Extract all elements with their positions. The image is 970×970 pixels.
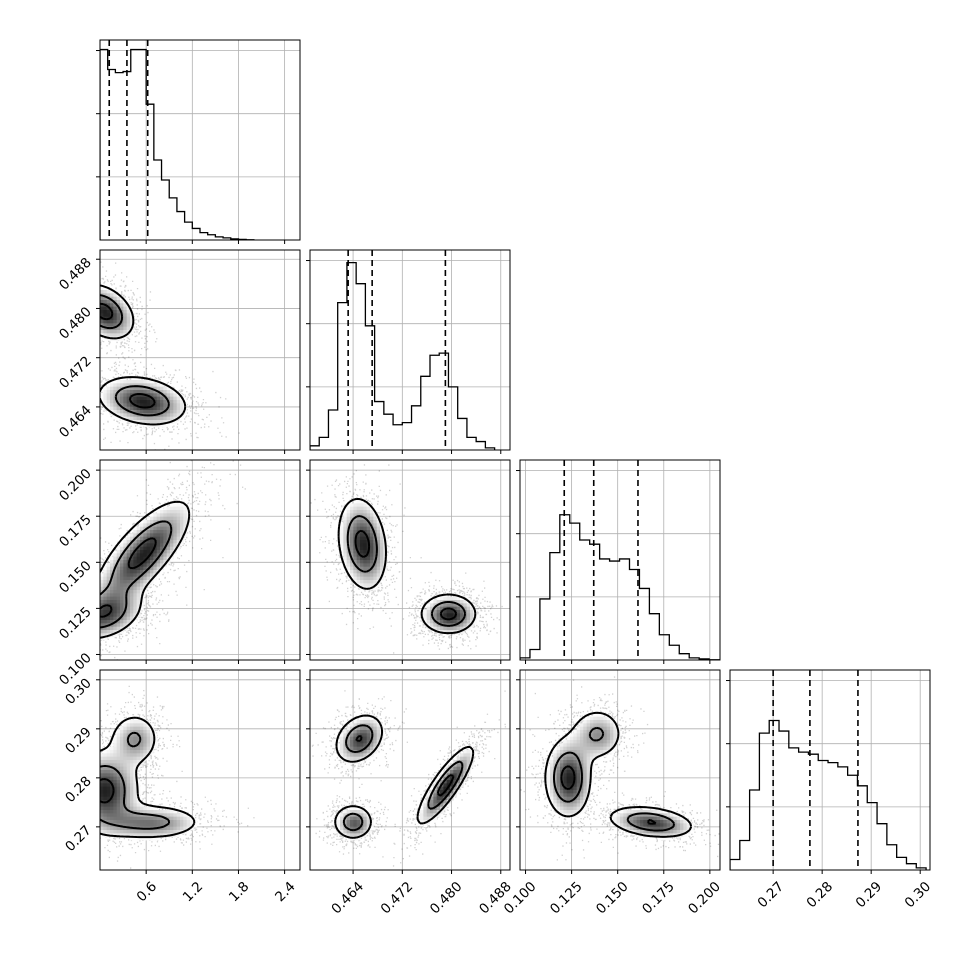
x-tick-label: 1.8 [226,879,253,906]
contour-level-2 [544,711,693,838]
pair-panel-0-2 [99,459,301,661]
contour-level-0 [100,778,115,804]
hist-panel-0 [96,39,301,241]
histogram-step-line [100,48,255,240]
contour-level-2 [100,500,191,639]
x-tick-label: 0.200 [685,879,724,918]
contour-level-2 [334,714,475,839]
pair-panel-1-3 [309,669,511,871]
panel-frame [99,669,301,871]
x-tick-label: 0.125 [547,879,586,918]
x-tick-label: 0.472 [378,879,417,918]
x-tick-label: 1.2 [180,879,207,906]
pair-panel-2-3 [519,669,721,871]
hist-panel-3 [726,669,931,871]
y-tick-label: 0.175 [56,512,95,551]
y-tick-label: 0.27 [62,822,95,855]
contour-level-0 [100,537,157,618]
histogram-step-line [730,719,927,870]
pair-panel-0-1 [99,249,301,451]
x-tick-label: 2.4 [272,879,299,906]
contour-level-1 [100,731,171,830]
contour-level-0 [354,529,458,621]
y-tick-label: 0.472 [56,353,95,392]
hist-panel-2 [516,459,721,661]
x-tick-label: 0.150 [593,879,632,918]
contour-level-1 [346,515,467,627]
contour-level-2 [100,284,187,426]
y-tick-label: 0.29 [62,724,95,757]
density-shading [100,286,188,428]
x-tick-label: 0.29 [853,879,886,912]
y-tick-label: 0.488 [56,255,95,294]
panel-frame [519,669,721,871]
y-tick-label: 0.480 [56,304,95,343]
contour-level-0 [355,734,455,797]
contour-level-2 [337,497,477,635]
x-tick-label: 0.175 [639,879,678,918]
panel-frame [729,669,931,871]
density-shading [100,720,198,841]
panel-frame [519,459,721,661]
contour-level-1 [100,520,173,629]
contour-level-0 [100,302,156,409]
pair-panel-1-2 [309,459,511,661]
contour-level-1 [100,294,170,417]
contour-level-1 [342,724,464,832]
panel-frame [99,39,301,241]
x-tick-label: 0.6 [134,879,161,906]
y-tick-label: 0.464 [56,402,95,441]
hist-panel-1 [306,249,511,451]
x-tick-label: 0.30 [902,879,935,912]
x-tick-label: 0.480 [427,879,466,918]
histogram-step-line [310,261,496,450]
y-tick-label: 0.28 [62,773,95,806]
contour-level-1 [552,726,676,832]
pair-panel-0-3 [99,669,301,871]
y-tick-label: 0.125 [56,604,95,643]
contour-level-0 [560,765,657,825]
panel-frame [309,249,511,451]
scatter-points [310,690,507,867]
x-tick-label: 0.464 [328,879,367,918]
y-tick-label: 0.200 [56,466,95,505]
x-tick-label: 0.27 [755,879,788,912]
panel-frame [99,459,301,661]
panel-frame [99,249,301,451]
x-tick-label: 0.28 [804,879,837,912]
contour-level-2 [100,716,196,839]
panel-frame [309,459,511,661]
y-tick-label: 0.150 [56,558,95,597]
histogram-step-line [520,514,720,660]
panel-frame [309,669,511,871]
